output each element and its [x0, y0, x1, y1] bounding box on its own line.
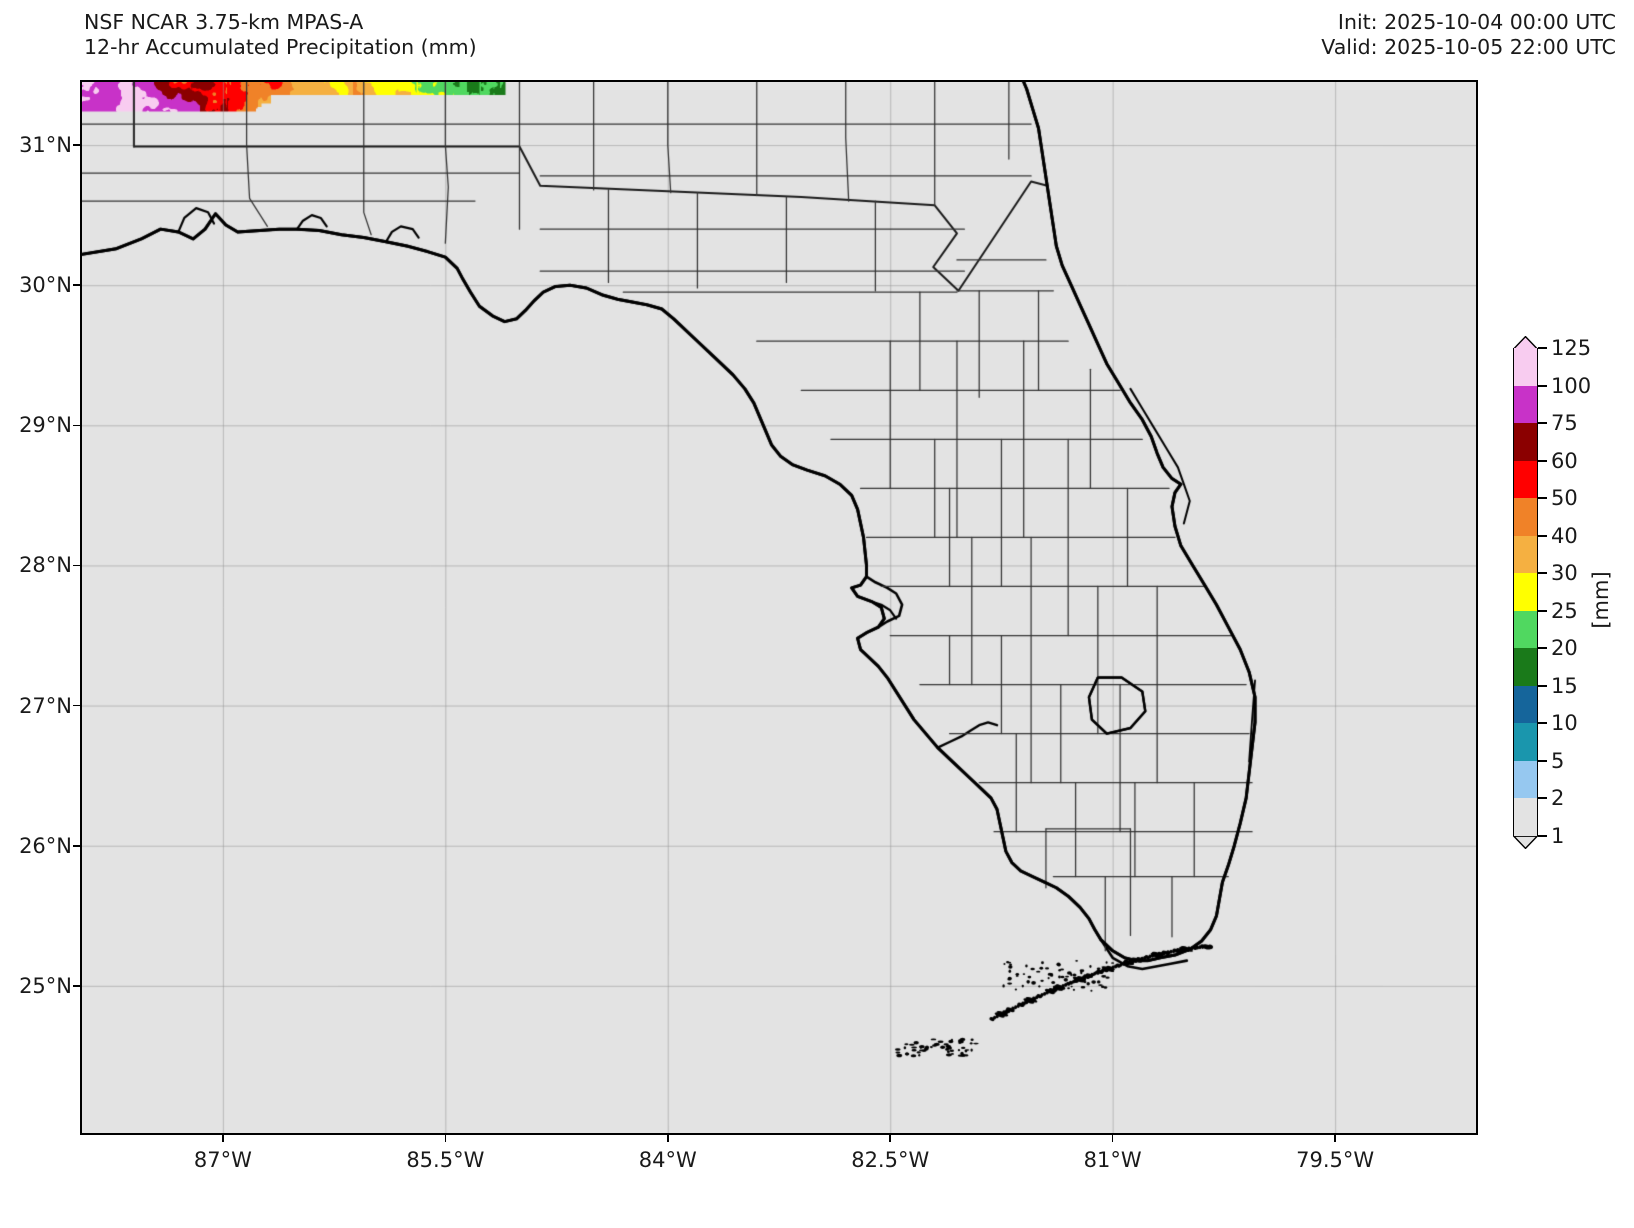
colorbar-unit-label: [mm] — [1589, 571, 1613, 629]
x-tickmark — [1111, 1135, 1114, 1142]
x-tickmark — [222, 1135, 224, 1142]
colorbar-tick-label: 50 — [1551, 486, 1578, 511]
y-axis-label: 26°N — [19, 833, 72, 858]
colorbar-tickmark — [1538, 609, 1547, 612]
colorbar-tickmark — [1538, 759, 1547, 762]
colorbar-tickmark — [1538, 384, 1547, 387]
plot-title-line1: NSF NCAR 3.75-km MPAS-A — [84, 10, 364, 34]
init-time-label: Init: 2025-10-04 00:00 UTC — [1337, 10, 1616, 34]
x-axis-label: 82.5°W — [851, 1148, 930, 1172]
colorbar-tickmark — [1538, 459, 1547, 462]
colorbar-tick-label: 10 — [1551, 711, 1578, 736]
plot-subtitle-line2: 12-hr Accumulated Precipitation (mm) — [84, 35, 477, 59]
colorbar-tick-label: 5 — [1551, 748, 1565, 773]
x-axis-label: 87°W — [193, 1148, 252, 1172]
y-axis-label: 28°N — [19, 553, 72, 578]
colorbar-segment — [1513, 685, 1538, 724]
y-axis-label: 30°N — [19, 273, 72, 298]
colorbar-tick-label: 125 — [1551, 336, 1592, 360]
colorbar-segment — [1513, 385, 1538, 424]
x-tickmark — [666, 1135, 669, 1142]
x-axis-label: 81°W — [1083, 1148, 1142, 1172]
colorbar-segment — [1513, 460, 1538, 499]
y-tickmark — [73, 284, 80, 286]
colorbar-tickmark — [1538, 684, 1547, 687]
y-tickmark — [73, 564, 80, 567]
colorbar-tickmark — [1538, 534, 1547, 537]
y-tickmark — [73, 144, 80, 146]
x-axis-label: 85.5°W — [406, 1148, 485, 1172]
valid-time-label: Valid: 2025-10-05 22:00 UTC — [1321, 35, 1616, 59]
x-tickmark — [889, 1135, 892, 1142]
colorbar-tick-label: 15 — [1551, 673, 1578, 698]
x-axis-label: 84°W — [638, 1148, 697, 1172]
colorbar-tick-label: 20 — [1551, 636, 1578, 661]
colorbar-tick-label: 25 — [1551, 598, 1578, 623]
y-axis-label: 27°N — [19, 693, 72, 718]
y-tickmark — [73, 704, 80, 707]
colorbar-tickmark — [1538, 422, 1547, 425]
colorbar-tick-label: 2 — [1551, 786, 1565, 811]
colorbar-segment — [1513, 348, 1538, 386]
colorbar-segment — [1513, 498, 1538, 537]
colorbar-segment — [1513, 535, 1538, 574]
y-axis-label: 31°N — [19, 133, 72, 158]
colorbar-tickmark — [1538, 497, 1547, 500]
colorbar-under-arrow — [1513, 836, 1538, 849]
y-axis-label: 25°N — [19, 973, 72, 998]
chart-header: NSF NCAR 3.75-km MPAS-A 12-hr Accumulated… — [0, 0, 1634, 74]
colorbar-segment — [1513, 573, 1538, 612]
colorbar-gradient — [1513, 348, 1538, 837]
colorbar-tickmark — [1538, 797, 1547, 800]
colorbar-tickmark — [1538, 572, 1547, 575]
colorbar-segment — [1513, 760, 1538, 799]
x-tickmark — [444, 1135, 447, 1142]
colorbar-tick-label: 60 — [1551, 448, 1578, 473]
colorbar-segment — [1513, 648, 1538, 687]
y-tickmark — [73, 844, 80, 847]
y-axis-label: 29°N — [19, 413, 72, 438]
x-tickmark — [1334, 1135, 1336, 1142]
colorbar: 125 100 75 60 50 40 30 25 20 15 10 5 2 1 [mm] — [1505, 336, 1634, 864]
colorbar-tick-label: 1 — [1551, 824, 1565, 848]
colorbar-tick-label: 75 — [1551, 411, 1578, 436]
x-axis-label: 79.5°W — [1296, 1148, 1375, 1172]
colorbar-tick-label: 100 — [1551, 373, 1592, 398]
colorbar-tickmark — [1538, 647, 1547, 650]
map-plot-area — [80, 80, 1478, 1135]
colorbar-segment — [1513, 723, 1538, 762]
colorbar-segment — [1513, 423, 1538, 461]
plot-title: NSF NCAR 3.75-km MPAS-A 12-hr Accumulated… — [84, 10, 477, 60]
y-tickmark — [73, 985, 80, 987]
colorbar-tick-label: 30 — [1551, 561, 1578, 586]
forecast-time-block: Init: 2025-10-04 00:00 UTC Valid: 2025-10… — [1321, 10, 1616, 60]
colorbar-tickmark — [1538, 347, 1547, 349]
colorbar-segment — [1513, 610, 1538, 649]
colorbar-tickmark — [1538, 722, 1547, 725]
colorbar-tick-label: 40 — [1551, 523, 1578, 548]
colorbar-segment — [1513, 798, 1538, 837]
colorbar-tickmark — [1538, 835, 1547, 837]
y-tickmark — [73, 424, 80, 427]
precipitation-map-canvas — [82, 82, 1476, 1133]
